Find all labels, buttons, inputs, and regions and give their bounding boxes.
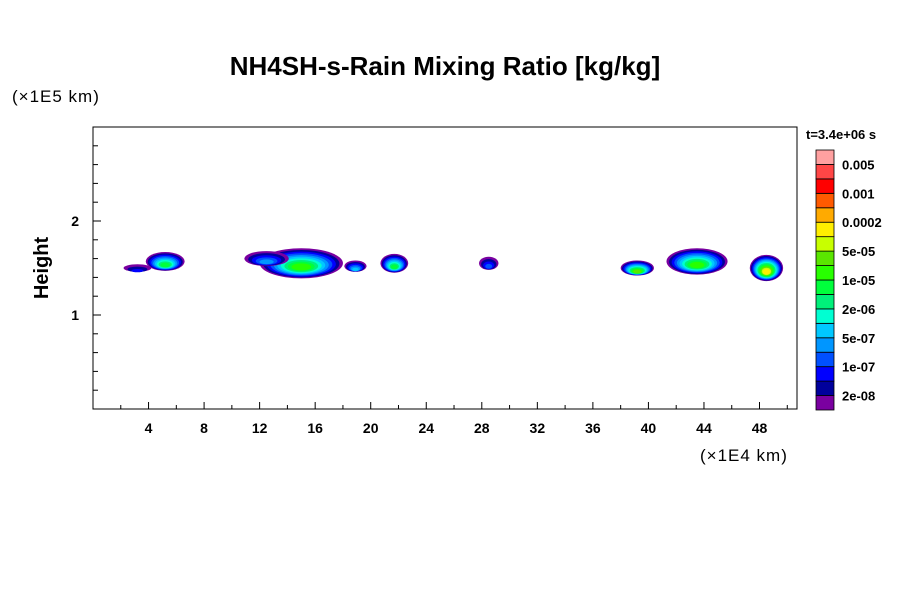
x-tick-label: 28: [474, 420, 490, 436]
colorbar-label: 1e-07: [842, 360, 875, 375]
colorbar-swatch: [815, 221, 835, 238]
colorbar-label: 2e-08: [842, 389, 875, 404]
colorbar-swatch: [815, 308, 835, 324]
contour-level: [633, 269, 642, 274]
contour-level: [762, 268, 771, 275]
y-unit-label: (×1E5 km): [12, 87, 100, 106]
colorbar-label: 0.0002: [842, 215, 882, 230]
contour-level: [259, 259, 274, 265]
colorbar-swatch: [815, 380, 835, 396]
colorbar-swatch: [815, 322, 835, 339]
chart-title: NH4SH-s-Rain Mixing Ratio [kg/kg]: [230, 51, 660, 81]
contour-level: [689, 261, 705, 269]
x-tick-label: 40: [641, 420, 657, 436]
time-label: t=3.4e+06 s: [806, 127, 876, 142]
x-tick-label: 4: [145, 420, 153, 436]
x-unit-label: (×1E4 km): [700, 446, 788, 465]
x-tick-label: 16: [307, 420, 323, 436]
y-axis-label: Height: [31, 237, 53, 300]
colorbar-swatch: [815, 192, 835, 209]
x-tick-label: 44: [696, 420, 712, 436]
colorbar-swatch: [815, 149, 835, 165]
colorbar-label: 0.005: [842, 157, 875, 172]
plot-area: [123, 248, 784, 282]
colorbar-swatch: [815, 279, 835, 295]
colorbar-swatch: [815, 337, 835, 353]
colorbar-label: 0.001: [842, 186, 875, 201]
x-tick-label: 48: [752, 420, 768, 436]
x-tick-label: 8: [200, 420, 208, 436]
colorbar-swatch: [815, 351, 835, 368]
colorbar: 2e-08 1e-07 5e-07 2e-06 1e-05 5e-05 0.0002 0.00…: [815, 149, 882, 411]
x-tick-label: 12: [252, 420, 268, 436]
colorbar-label: 5e-05: [842, 244, 875, 259]
y-tick-label: 2: [71, 213, 79, 229]
colorbar-swatch: [815, 250, 835, 266]
x-tick-label: 20: [363, 420, 379, 436]
x-tick-label: 32: [530, 420, 546, 436]
colorbar-swatch: [815, 236, 835, 252]
plot-frame: [92, 126, 798, 410]
x-tick-label: 36: [585, 420, 601, 436]
colorbar-swatch: [815, 366, 835, 382]
contour-level: [352, 267, 359, 272]
colorbar-swatch: [815, 395, 835, 411]
colorbar-label: 2e-06: [842, 302, 875, 317]
contour-level: [131, 269, 144, 273]
contour-level: [485, 263, 493, 269]
contour-level: [291, 263, 312, 271]
contour-level: [390, 264, 398, 270]
colorbar-swatch: [815, 294, 835, 310]
colorbar-label: 1e-05: [842, 273, 875, 288]
colorbar-swatch: [815, 265, 835, 281]
colorbar-swatch: [815, 207, 835, 223]
y-tick-label: 1: [71, 307, 79, 323]
x-tick-label: 24: [418, 420, 434, 436]
colorbar-swatch: [815, 178, 835, 194]
contour-level: [160, 262, 170, 268]
colorbar-label: 5e-07: [842, 331, 875, 346]
colorbar-swatch: [815, 164, 835, 180]
